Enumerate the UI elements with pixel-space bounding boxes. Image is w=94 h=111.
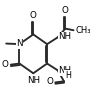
- Text: H: H: [65, 71, 71, 80]
- Text: N: N: [16, 39, 23, 48]
- Text: CH₃: CH₃: [75, 26, 91, 35]
- Text: NH: NH: [58, 66, 72, 75]
- Text: O: O: [62, 6, 69, 15]
- Text: O: O: [2, 60, 8, 69]
- Text: O: O: [46, 77, 53, 86]
- Text: O: O: [30, 11, 37, 20]
- Text: NH: NH: [58, 32, 72, 41]
- Text: NH: NH: [27, 76, 40, 85]
